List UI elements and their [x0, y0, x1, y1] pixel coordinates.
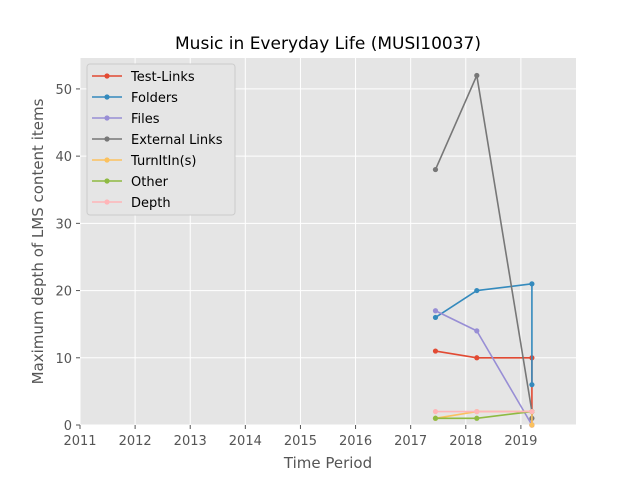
legend-swatch-marker	[104, 115, 110, 121]
data-point	[529, 422, 535, 428]
x-tick-label: 2018	[449, 434, 482, 449]
data-point	[474, 287, 480, 294]
legend-label: Test-Links	[130, 70, 195, 85]
y-tick-label: 50	[55, 83, 72, 98]
legend-label: Depth	[131, 196, 171, 211]
axis-ticks: 2011 2012 2013 2014 2015 2016 2017 2018 2019 0 10 2…	[55, 83, 537, 449]
legend-box	[86, 63, 236, 216]
legend-swatch-marker	[104, 157, 110, 163]
x-tick-label: 2016	[339, 434, 372, 449]
y-tick-label: 10	[55, 352, 72, 367]
data-point	[432, 408, 439, 415]
data-point	[529, 281, 535, 287]
x-tick-label: 2011	[63, 434, 96, 449]
x-axis-label: Time Period	[283, 454, 372, 472]
y-axis-label: Maximum depth of LMS content items	[29, 98, 47, 384]
legend-swatch-marker	[104, 178, 110, 184]
legend-swatch-marker	[104, 136, 110, 142]
legend-label: Other	[131, 175, 169, 190]
data-point	[474, 415, 480, 421]
x-tick-label: 2017	[394, 434, 427, 449]
x-tick-label: 2013	[174, 434, 207, 449]
data-point	[474, 408, 480, 415]
legend-label: Files	[131, 112, 160, 127]
legend-label: TurnItIn(s)	[130, 154, 196, 169]
y-tick-label: 20	[55, 285, 72, 300]
legend-swatch-marker	[104, 199, 110, 205]
x-tick-label: 2014	[229, 434, 262, 449]
series-lines	[432, 72, 535, 428]
data-point	[529, 382, 535, 388]
data-point	[432, 415, 439, 421]
series-line	[435, 350, 533, 425]
x-tick-label: 2015	[284, 434, 317, 449]
data-point	[432, 308, 439, 314]
x-tick-label: 2012	[119, 434, 152, 449]
chart-title: Music in Everyday Life (MUSI10037)	[175, 34, 481, 54]
data-point	[474, 355, 480, 361]
data-point	[432, 166, 439, 173]
data-point	[432, 314, 439, 321]
data-point	[529, 408, 535, 415]
legend-swatch-marker	[104, 73, 110, 79]
legend: Test-Links Folders Files External Links Turn…	[86, 63, 236, 216]
legend-label: Folders	[131, 91, 178, 106]
data-point	[474, 328, 480, 334]
legend-label: External Links	[131, 133, 223, 148]
data-point	[432, 348, 439, 354]
y-tick-label: 40	[55, 150, 72, 165]
series-line	[435, 283, 533, 385]
data-point	[474, 72, 480, 79]
y-tick-label: 0	[64, 419, 72, 434]
y-tick-label: 30	[55, 217, 72, 232]
legend-swatch-marker	[104, 94, 110, 100]
x-tick-label: 2019	[504, 434, 537, 449]
